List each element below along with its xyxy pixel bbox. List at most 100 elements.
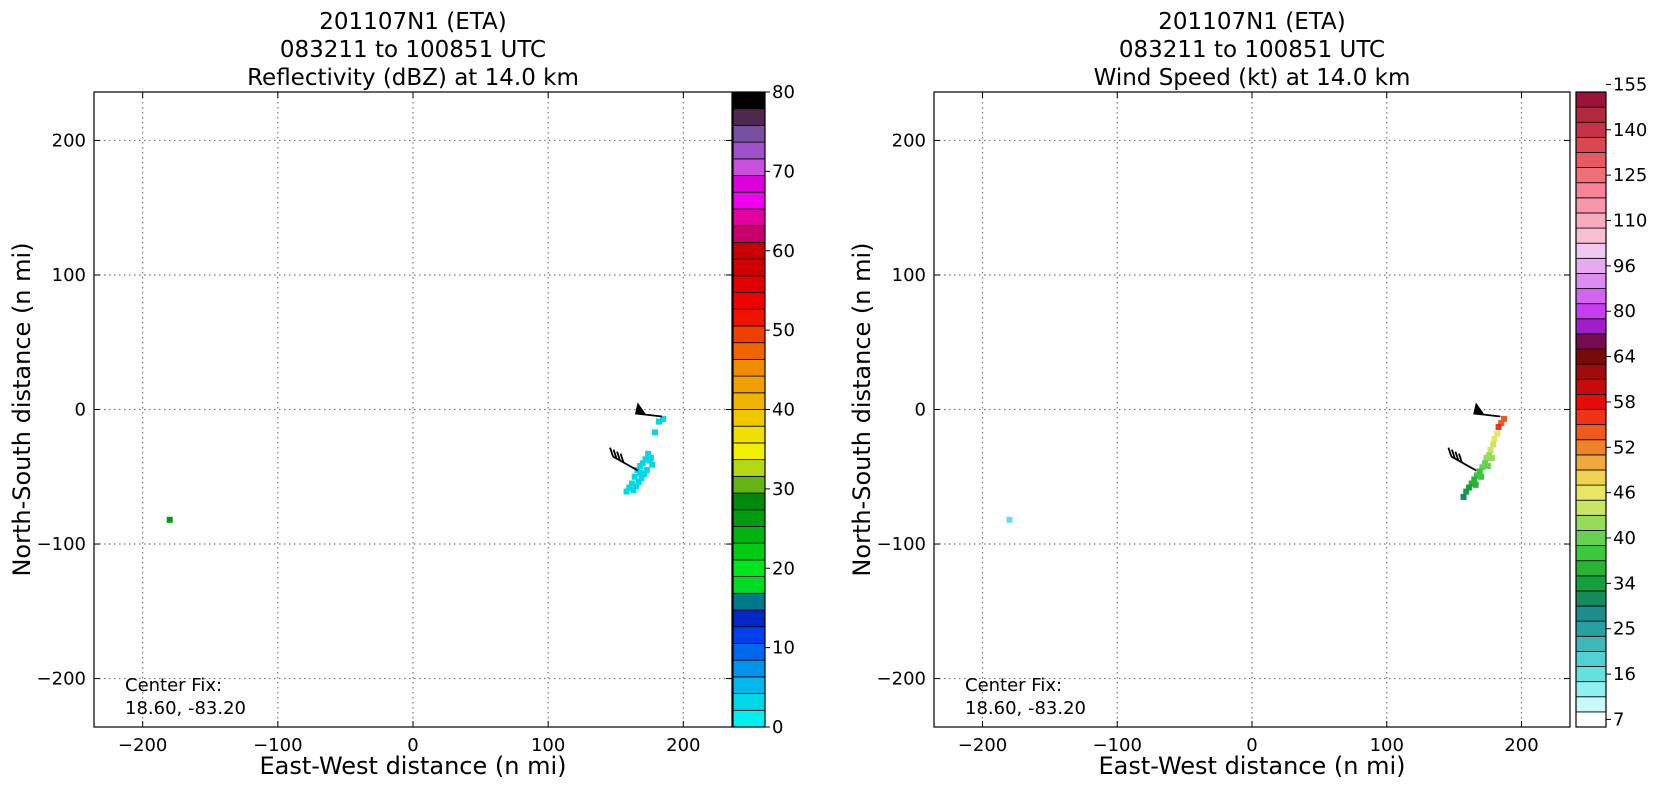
colorbar-segment	[732, 325, 766, 344]
colorbar-segment	[1575, 152, 1607, 168]
colorbar-segment	[732, 125, 766, 143]
colorbar-segment	[1575, 681, 1607, 698]
data-point	[643, 467, 650, 474]
colorbar-segment	[732, 158, 766, 176]
colorbar-segment	[1575, 227, 1607, 244]
data-point	[1479, 464, 1486, 471]
colorbar-segment	[1575, 651, 1607, 667]
colorbar-segment	[1575, 696, 1607, 713]
colorbar-segment	[1575, 197, 1607, 214]
colorbar-segment	[1575, 484, 1607, 501]
x-tick-label: 200	[666, 735, 700, 756]
colorbar-segment	[732, 91, 766, 110]
y-tick-label: −100	[37, 534, 86, 555]
chart-title-line: 201107N1 (ETA)	[319, 9, 506, 35]
colorbar-segment	[1575, 288, 1607, 305]
colorbar-segment	[732, 141, 766, 160]
colorbar-segment	[1575, 711, 1607, 728]
colorbar-segment	[1575, 273, 1607, 289]
colorbar-segment	[732, 592, 766, 611]
colorbar-segment	[1575, 439, 1607, 456]
colorbar-segment	[1575, 469, 1607, 486]
data-point	[631, 473, 638, 480]
y-tick-label: −200	[877, 669, 926, 690]
x-tick-label: −200	[118, 735, 167, 756]
colorbar-tick-label: 58	[1613, 392, 1636, 413]
colorbar-segment	[732, 241, 766, 260]
colorbar-segment	[732, 475, 766, 494]
data-point	[1468, 480, 1475, 487]
chart-title-line: 201107N1 (ETA)	[1158, 9, 1345, 35]
colorbar-segment	[1575, 167, 1607, 184]
y-tick-label: 100	[52, 265, 86, 286]
y-tick-label: −100	[877, 534, 926, 555]
data-point	[1476, 468, 1483, 475]
colorbar-segment	[732, 442, 766, 461]
colorbar-segment	[1575, 530, 1607, 546]
colorbar-segment	[1575, 454, 1607, 471]
data-point	[1484, 463, 1491, 470]
colorbar-tick-label: 16	[1613, 664, 1636, 685]
colorbar-segment	[1575, 620, 1607, 637]
colorbar-tick-label: 40	[1613, 528, 1636, 549]
colorbar-frame	[1575, 91, 1607, 728]
x-tick-label: 200	[1504, 735, 1538, 756]
colorbar-tick-label: 64	[1613, 347, 1636, 368]
colorbar-tick-label: 7	[1613, 709, 1624, 730]
data-point	[633, 483, 640, 490]
colorbar-segment	[1575, 257, 1607, 274]
colorbar-tick-label: 96	[1613, 256, 1636, 277]
colorbar-tick-label: 25	[1613, 619, 1636, 640]
colorbar-segment	[1575, 545, 1607, 562]
x-tick-label: 100	[1370, 735, 1404, 756]
y-tick-label: 200	[892, 130, 926, 151]
center-fix-coords: 18.60, -83.20	[965, 698, 1086, 719]
colorbar-segment	[732, 709, 766, 728]
x-tick-label: −200	[958, 735, 1007, 756]
colorbar-segment	[732, 559, 766, 578]
x-tick-label: −100	[253, 735, 302, 756]
wind-barb	[609, 447, 639, 472]
colorbar-segment	[732, 509, 766, 527]
x-axis-label: East-West distance (n mi)	[1098, 752, 1405, 780]
data-point	[646, 457, 653, 464]
x-axis-label: East-West distance (n mi)	[259, 752, 566, 780]
chart-panel-1: 201107N1 (ETA)083211 to 100851 UTCReflec…	[8, 9, 795, 780]
colorbar-tick-label: 10	[772, 638, 795, 659]
colorbar-tick-label: 52	[1613, 437, 1636, 458]
data-point	[642, 456, 649, 463]
data-point	[1463, 488, 1470, 495]
y-tick-label: 100	[892, 265, 926, 286]
colorbar-tick-label: 110	[1613, 211, 1647, 232]
x-tick-label: 0	[1246, 735, 1257, 756]
colorbar-tick-label: 80	[772, 82, 795, 103]
colorbar-segment	[732, 693, 766, 711]
colorbar-segment	[732, 626, 766, 644]
data-point	[1498, 419, 1505, 426]
colorbar-tick-label: 40	[772, 400, 795, 421]
colorbar-segment	[732, 425, 766, 444]
colorbar-tick-label: 155	[1613, 74, 1647, 95]
chart-title-line: Wind Speed (kt) at 14.0 km	[1094, 65, 1411, 91]
colorbar-segment	[1575, 91, 1607, 108]
colorbar-segment	[1575, 303, 1607, 320]
colorbar-tick-label: 70	[772, 161, 795, 182]
y-axis-label: North-South distance (n mi)	[8, 242, 36, 576]
colorbar-segment	[732, 175, 766, 193]
colorbar-segment	[732, 526, 766, 544]
colorbar-tick-label: 30	[772, 479, 795, 500]
colorbar-segment	[1575, 393, 1607, 410]
colorbar-tick-label: 50	[772, 320, 795, 341]
data-point	[623, 488, 630, 495]
colorbar-segment	[732, 342, 766, 360]
colorbar-segment	[732, 659, 766, 678]
data-point	[649, 461, 656, 468]
colorbar-segment	[1575, 106, 1607, 123]
colorbar-segment	[732, 275, 766, 293]
colorbar-tick-label: 60	[772, 241, 795, 262]
colorbar-segment	[732, 358, 766, 377]
data-point	[1487, 446, 1494, 453]
colorbar-segment	[1575, 212, 1607, 229]
colorbar-segment	[1575, 499, 1607, 516]
colorbar-tick-label: 34	[1613, 573, 1636, 594]
